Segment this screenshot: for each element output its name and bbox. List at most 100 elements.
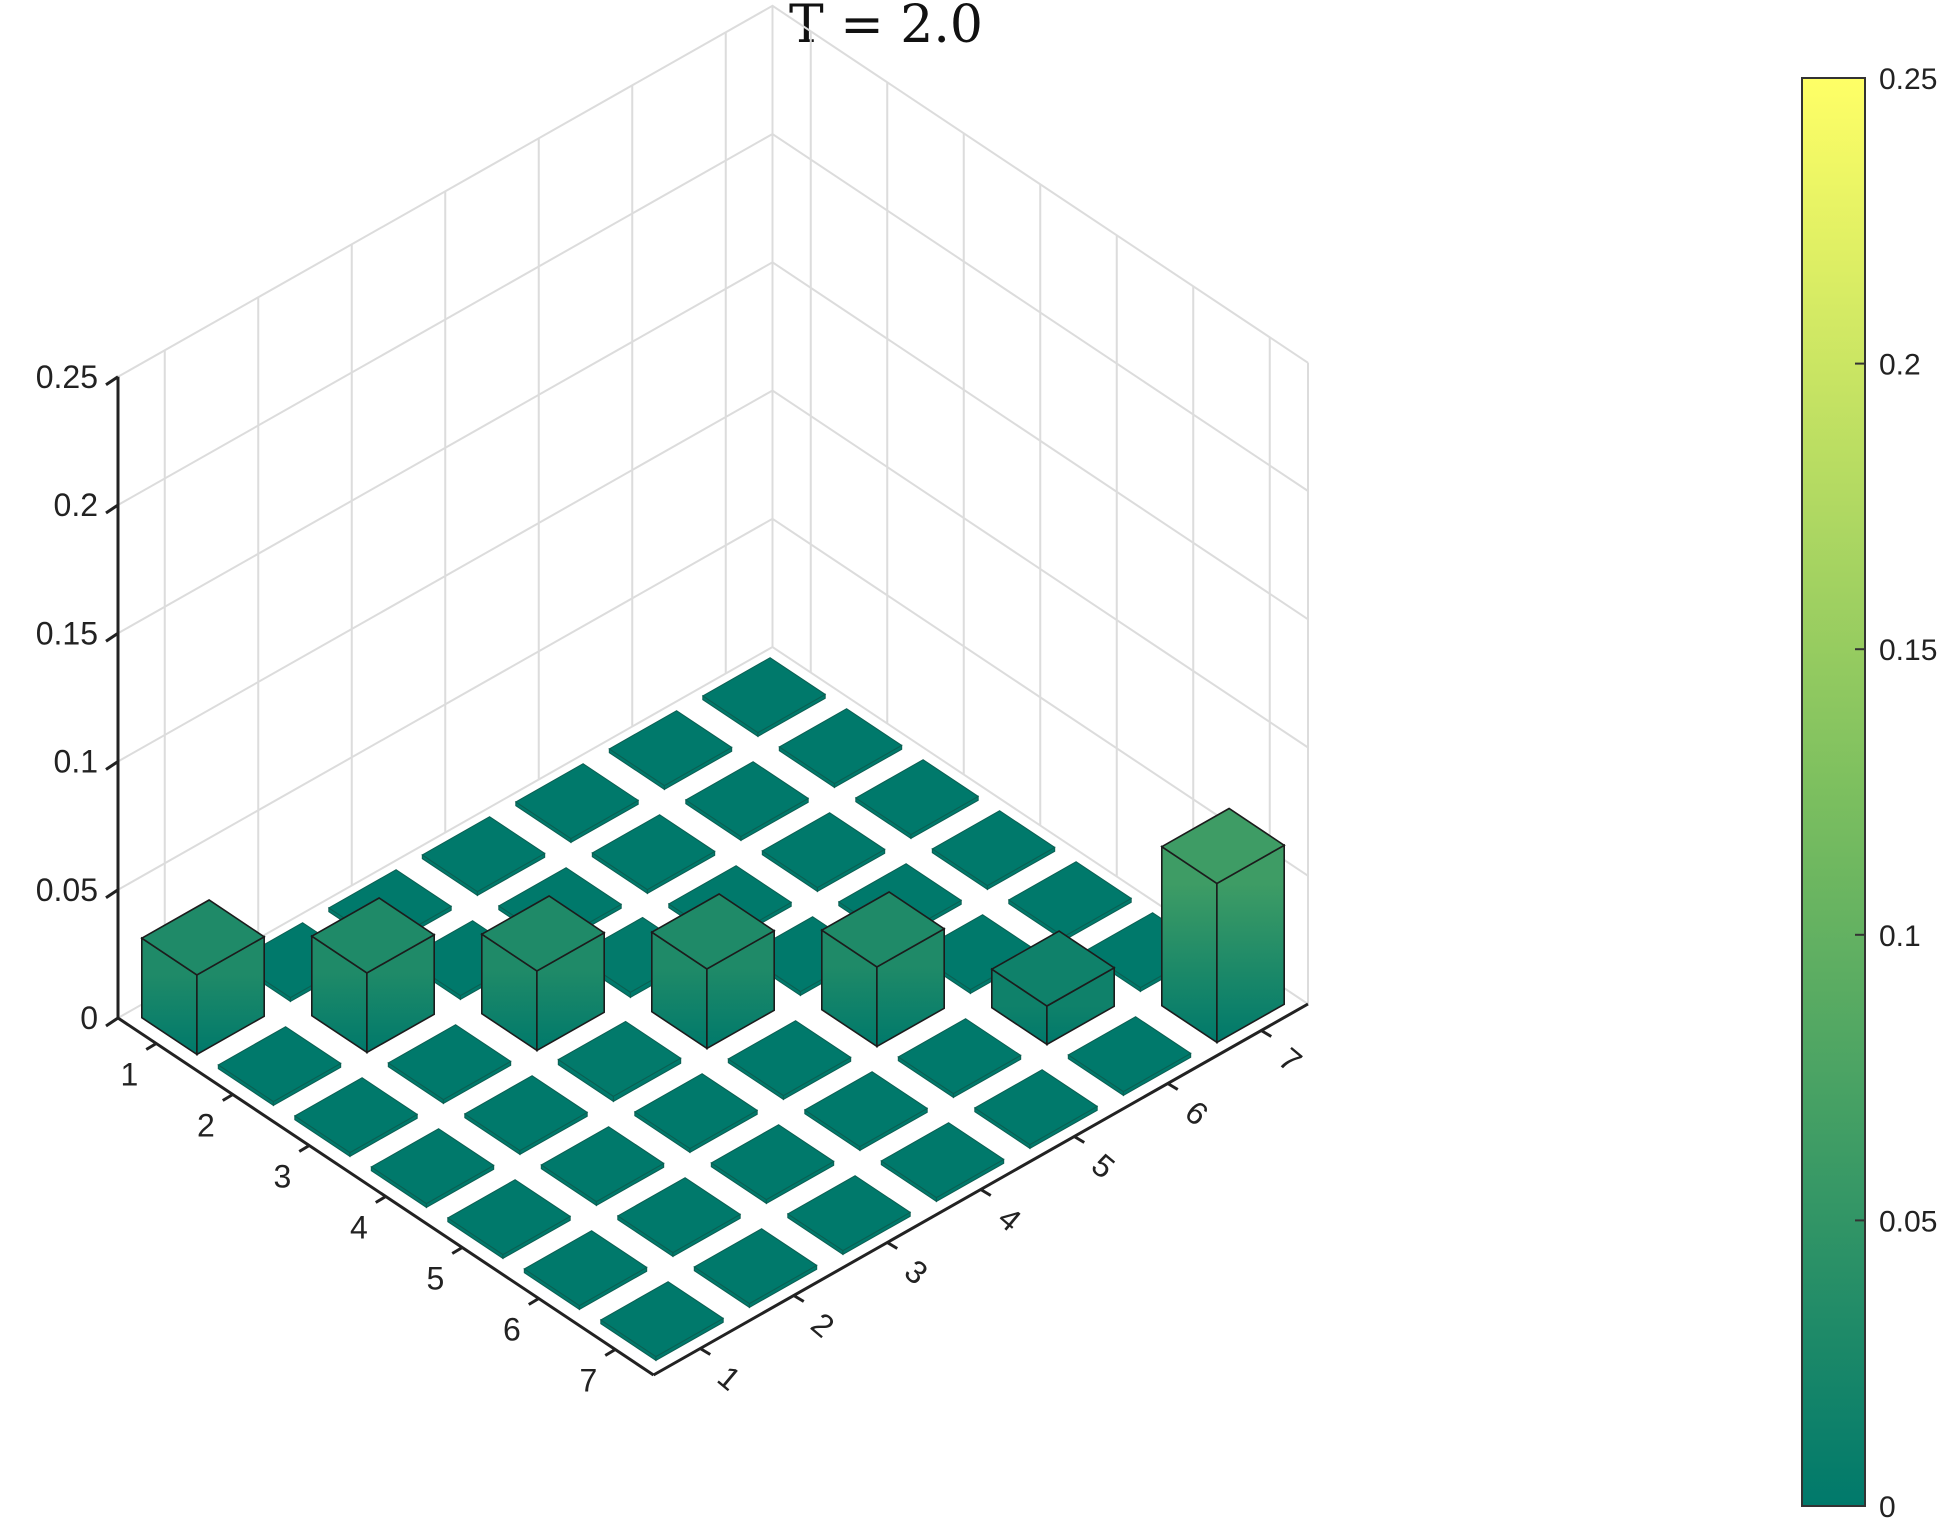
bar [465,1076,587,1155]
bar [728,1021,850,1100]
bar [975,1070,1097,1149]
grid-line-z [118,262,1308,633]
z-tick-mark [106,1018,118,1026]
row-tick-mark [376,1197,386,1203]
row-tick-label: 7 [579,1363,597,1399]
row-tick-mark [223,1095,233,1101]
colorbar-tick-label: 0.05 [1879,1205,1937,1238]
z-tick-label: 0 [80,1000,98,1036]
col-tick-label: 6 [1178,1094,1215,1133]
grid-walls [118,6,1308,1018]
grid-line-z [118,6,1308,377]
bar [558,1021,680,1101]
z-tick-label: 0.2 [54,487,98,523]
bar [448,1180,570,1259]
bar-face-top [388,1025,510,1100]
col-tick-mark [1168,1084,1178,1090]
z-tick-mark [106,762,118,770]
bar [295,1078,417,1157]
bar [711,1125,833,1204]
z-tick-mark [106,890,118,898]
bar [788,1176,910,1255]
col-tick-label: 3 [898,1253,935,1292]
bars [142,658,1284,1361]
bar-face-top [541,1127,663,1202]
colorbar: 0 0.05 0.1 0.15 0.2 0.25 [1802,63,1937,1524]
z-tick-label: 0.15 [36,615,98,651]
colorbar-strip [1802,78,1865,1506]
bar [601,1282,723,1361]
col-tick-label: 5 [1085,1147,1122,1186]
bar-face-top [762,813,884,888]
bar-face-top [371,1129,493,1204]
bar-face-top [516,764,638,839]
bar-face-top [635,1074,757,1149]
bar-face-top [558,1021,680,1096]
bar-face-top [218,1027,340,1102]
z-tick-mark [106,505,118,513]
bar-face-top [609,711,731,786]
bar-face-top [465,1076,587,1151]
bar [898,1019,1020,1098]
row-tick-label: 4 [350,1210,368,1246]
row-tick-mark [529,1299,539,1305]
bar [881,1123,1003,1202]
colorbar-tick-label: 0.1 [1879,920,1921,953]
colorbar-tick-label: 0.25 [1879,63,1937,96]
col-tick-mark [981,1190,991,1196]
bar-face-top [448,1180,570,1255]
z-tick-label: 0.25 [36,359,98,395]
bar [524,1231,646,1310]
bar-face-top [618,1178,740,1253]
bar [635,1074,757,1153]
grid-line-z [118,134,1308,505]
row-tick-label: 5 [426,1261,444,1297]
bar-face-top [686,762,808,837]
bar [694,1229,816,1308]
bar [762,813,884,892]
col-tick-mark [700,1349,710,1355]
bar-face-top [898,1019,1020,1094]
col-tick-label: 7 [1272,1041,1309,1080]
row-tick-mark [146,1044,156,1050]
bar [686,762,808,841]
colorbar-tick-label: 0.2 [1879,349,1921,382]
bar [1068,1017,1190,1096]
bar [422,817,544,896]
bar [1162,809,1284,1043]
bar [609,711,731,790]
bar [805,1072,927,1151]
col-tick-mark [1074,1137,1084,1143]
col-tick-label: 2 [804,1306,841,1345]
colorbar-ticks: 0 0.05 0.1 0.15 0.2 0.25 [1855,63,1937,1524]
bar [142,900,264,1054]
bar [618,1178,740,1257]
row-tick-label: 3 [273,1159,291,1195]
col-tick-label: 4 [991,1200,1028,1239]
col-tick-label: 1 [711,1359,748,1398]
z-tick-mark [106,633,118,641]
col-tick-mark [794,1296,804,1302]
bar-face-top [422,817,544,892]
z-tick-mark [106,377,118,385]
z-tick-label: 0.05 [36,872,98,908]
bar [218,1027,340,1106]
bar [541,1127,663,1206]
bar [592,815,714,894]
chart-title: T = 2.0 [789,0,983,55]
bar [516,764,638,843]
row-tick-label: 1 [120,1057,138,1093]
row-tick-label: 2 [197,1108,215,1144]
col-tick-mark [1261,1031,1271,1037]
colorbar-tick-label: 0.15 [1879,634,1937,667]
row-tick-mark [605,1350,615,1356]
z-tick-label: 0.1 [54,744,98,780]
bar-face-top [805,1072,927,1147]
bar [388,1025,510,1104]
row-tick-label: 6 [503,1312,521,1348]
colorbar-tick-label: 0 [1879,1491,1896,1524]
bar-face-top [711,1125,833,1200]
bar-face-top [592,815,714,890]
bar [371,1129,493,1208]
